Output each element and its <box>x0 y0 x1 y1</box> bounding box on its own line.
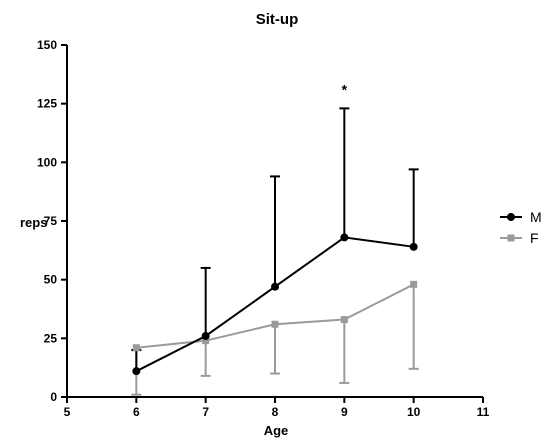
x-tick-label: 7 <box>202 405 209 419</box>
x-tick-label: 9 <box>341 405 348 419</box>
x-axis-label: Age <box>264 423 289 438</box>
y-tick-label: 150 <box>37 38 57 52</box>
series-m-point <box>132 367 141 376</box>
axes: 0 25 50 75 100 125 150 5 6 7 8 9 10 11 <box>37 38 490 419</box>
y-tick-label: 100 <box>37 155 57 169</box>
x-tick-label: 6 <box>133 405 140 419</box>
x-tick-label: 11 <box>477 405 490 419</box>
x-tick-label: 5 <box>64 405 71 419</box>
series-f-point <box>202 337 210 345</box>
significance-annotation: * <box>342 81 348 97</box>
series-f-point <box>132 344 140 352</box>
x-tick-label: 8 <box>272 405 279 419</box>
y-tick-label: 0 <box>50 390 57 404</box>
chart-title: Sit-up <box>256 11 299 28</box>
series-m-point <box>271 282 279 291</box>
y-tick-label: 125 <box>37 97 57 111</box>
series-lines <box>132 233 418 376</box>
legend-f-marker <box>507 234 515 242</box>
y-tick-label: 75 <box>44 214 58 228</box>
x-tick-label: 10 <box>407 405 421 419</box>
legend: MF <box>500 209 542 246</box>
legend-m-label: M <box>530 209 542 225</box>
annotations: * <box>342 81 348 97</box>
series-m-point <box>409 242 418 251</box>
series-f-point <box>340 316 348 324</box>
series-m-point <box>340 233 349 242</box>
error-bars <box>131 107 419 396</box>
series-f-point <box>410 280 418 288</box>
legend-m-marker <box>507 213 515 221</box>
y-tick-label: 50 <box>44 273 58 287</box>
series-f-point <box>271 320 279 328</box>
series-m-point <box>201 331 210 340</box>
y-tick-label: 25 <box>44 331 58 345</box>
legend-f-label: F <box>530 230 539 246</box>
y-axis-label: reps <box>20 215 47 230</box>
